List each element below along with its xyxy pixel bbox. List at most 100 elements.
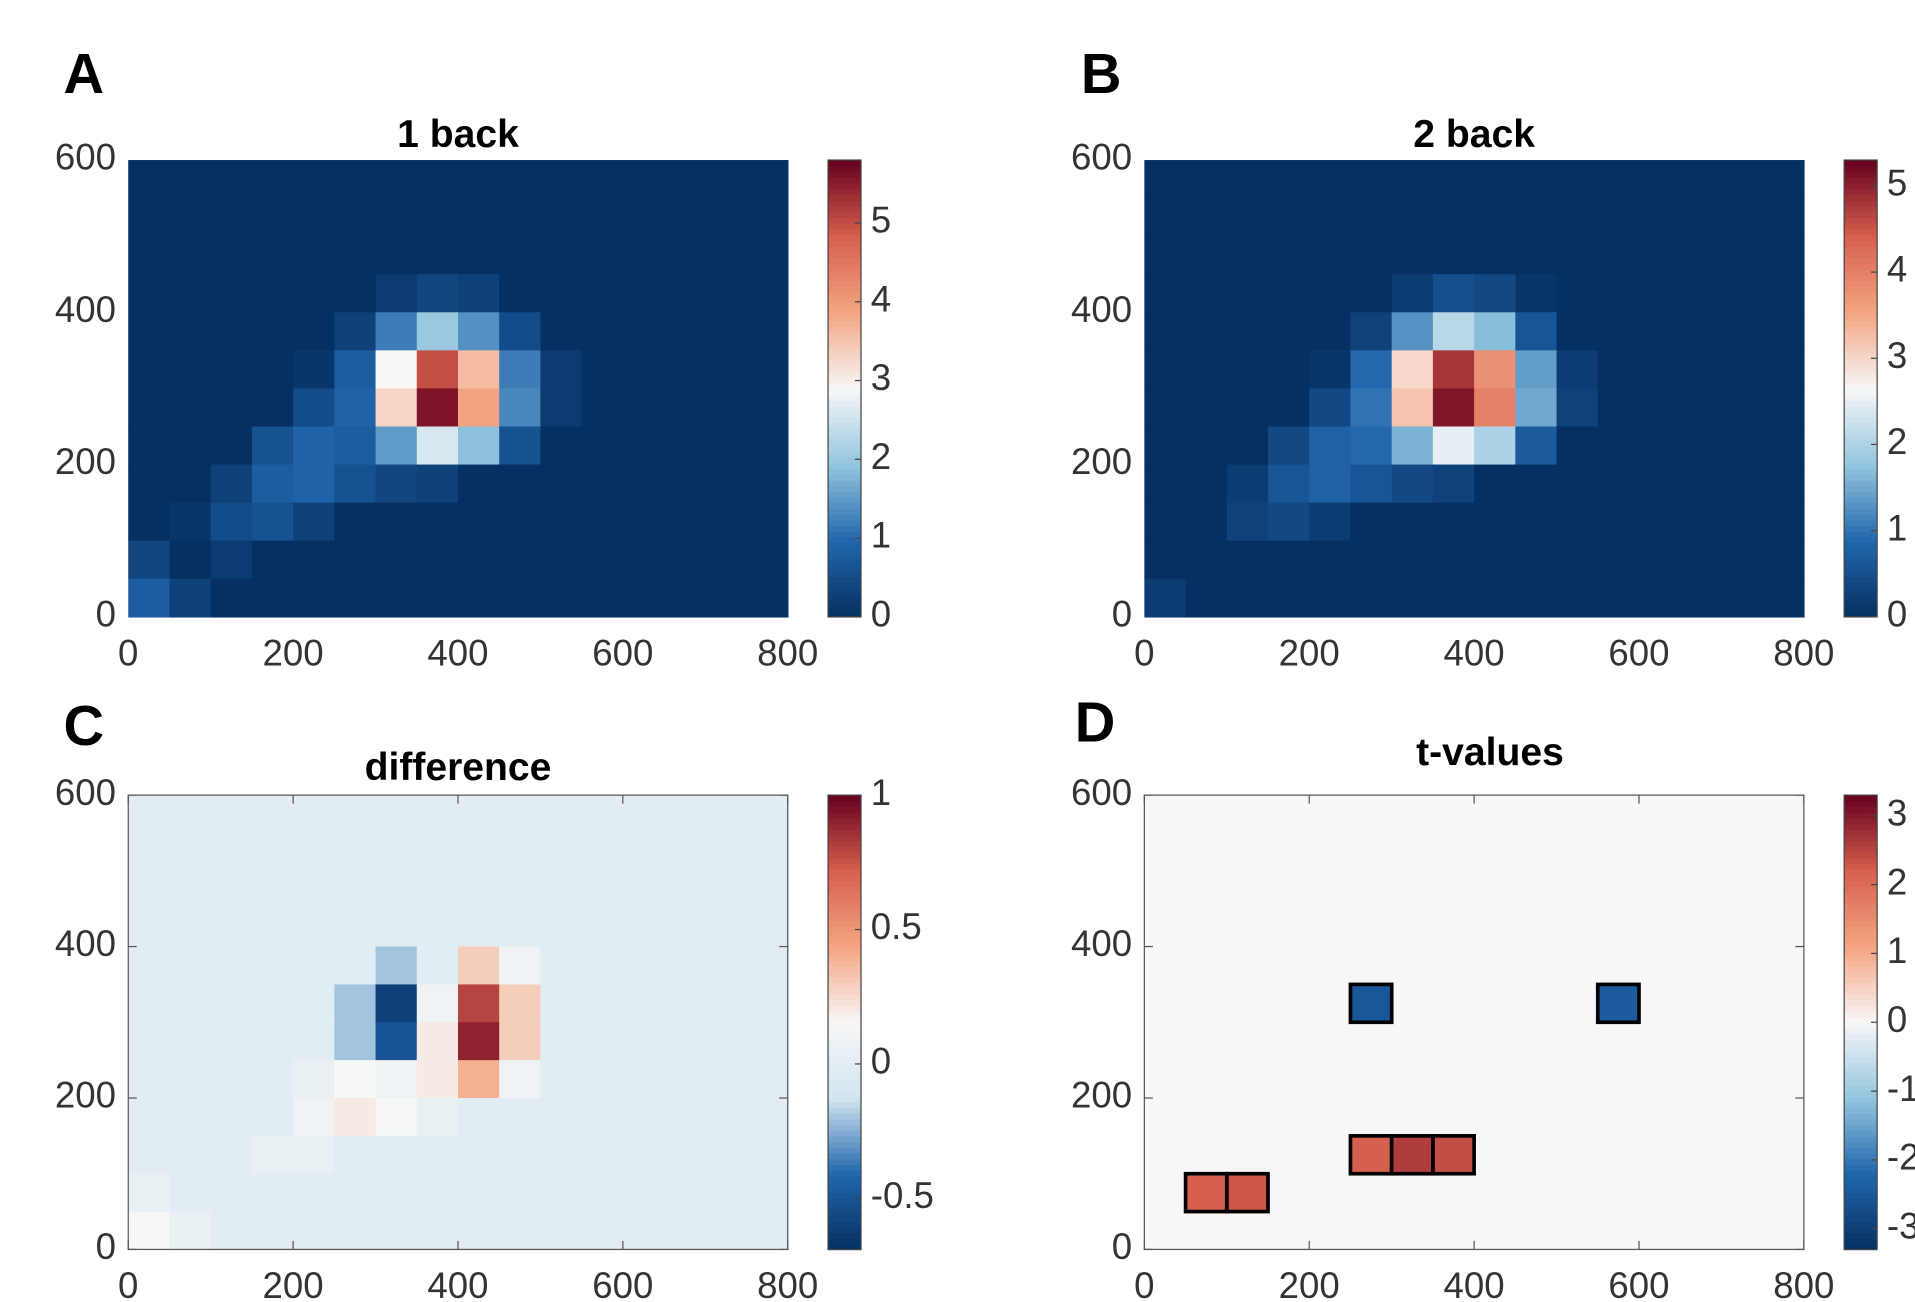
heatmap-cell [1762,1173,1805,1213]
heatmap-cell [169,946,212,986]
colorbar-segment [1844,823,1878,830]
heatmap-cell [1185,502,1228,542]
heatmap-cell [499,908,542,948]
colorbar-segment [828,982,862,989]
heatmap-cell [705,870,748,910]
heatmap-cell [334,908,377,948]
colorbar-segment [828,1135,862,1143]
panel-title: difference [365,746,552,789]
heatmap-cell [457,502,500,542]
heatmap-cell [622,870,665,910]
heatmap-cell [1556,464,1599,504]
heatmap-cell [210,832,253,872]
colorbar-tick-label: -0.5 [871,1175,934,1216]
heatmap-cell [1350,1022,1393,1061]
x-tick-label: 0 [118,633,138,674]
heatmap-cell [1185,236,1228,275]
heatmap-cell [169,1173,212,1213]
heatmap-cell [1226,984,1269,1024]
heatmap-cell [705,1097,748,1137]
heatmap-cell [169,160,212,199]
heatmap-cell [1144,870,1187,910]
heatmap-cell [416,1173,459,1213]
heatmap-cell [1391,1097,1434,1137]
colorbar-segment [1844,1232,1878,1239]
heatmap-cell [499,464,542,504]
heatmap-cell [1268,274,1310,314]
heatmap-cell [334,1135,377,1175]
colorbar-segment [1844,262,1878,270]
heatmap-cell [1391,426,1434,466]
heatmap-cell [1391,236,1434,275]
colorbar-segment [1844,439,1878,447]
colorbar-segment [828,394,862,401]
heatmap-cell [581,312,624,352]
colorbar-segment [828,200,862,207]
heatmap-cell [334,578,377,618]
colorbar-segment [828,885,862,893]
colorbar-segment [828,279,862,287]
heatmap-cell [1556,388,1599,428]
heatmap-cell [169,908,212,948]
heatmap-cell [622,1211,665,1251]
heatmap-cell [1432,1097,1475,1137]
heatmap-cell [540,388,583,428]
heatmap-cell [746,274,789,314]
colorbar-segment [1844,519,1878,527]
colorbar-segment [828,599,862,607]
heatmap-cell [1762,464,1805,504]
colorbar-segment [1844,302,1878,310]
colorbar-segment [1844,536,1878,544]
heatmap-cell [293,1022,336,1061]
heatmap-cell [457,870,500,910]
colorbar-segment [1844,1073,1878,1080]
colorbar-segment [1844,416,1878,424]
heatmap-cell [1309,795,1352,834]
colorbar-segment [1844,382,1878,390]
heatmap-cell [1226,502,1269,542]
heatmap-cell [128,946,171,986]
heatmap-cell [1474,160,1517,199]
heatmap-cell [251,502,294,542]
heatmap-cell [1721,578,1764,618]
heatmap-cell [293,426,336,466]
colorbar-segment [828,1243,862,1251]
heatmap-cell [499,832,542,872]
heatmap-cell [334,236,377,275]
heatmap-cell [1309,1173,1352,1213]
heatmap-cell [210,795,253,834]
colorbar-segment [1844,1056,1878,1063]
heatmap-cell [622,1097,665,1137]
heatmap-cell [499,1173,542,1213]
colorbar-segment [828,217,862,224]
heatmap-cell [1268,578,1310,618]
colorbar-segment [1844,948,1878,955]
heatmap-cell [169,388,212,428]
heatmap-cell [1721,908,1764,948]
heatmap-cell [375,198,418,237]
heatmap-cell [581,1060,624,1099]
heatmap-cell [746,160,789,199]
colorbar-segment [828,1221,862,1228]
heatmap-cell [664,1135,707,1175]
heatmap-cell [128,160,171,199]
heatmap-cell [1309,160,1352,199]
heatmap-cell [1391,274,1434,314]
heatmap-cell [1350,312,1393,352]
heatmap-cell [1432,1211,1475,1251]
colorbar-segment [1844,846,1878,853]
colorbar-segment [1844,508,1878,515]
heatmap-cell [622,198,665,237]
heatmap-cell [1309,1097,1352,1137]
colorbar-segment [828,496,862,504]
heatmap-cell [1556,426,1599,466]
heatmap-cell [1515,426,1558,466]
heatmap-cell [540,832,583,872]
heatmap-cell [581,1173,624,1213]
heatmap-cell [1185,312,1228,352]
heatmap-cell [293,1060,336,1099]
heatmap-cell [1185,540,1228,580]
heatmap-cell [1762,832,1805,872]
heatmap-cell [293,1097,336,1137]
heatmap-cell [293,1135,336,1175]
